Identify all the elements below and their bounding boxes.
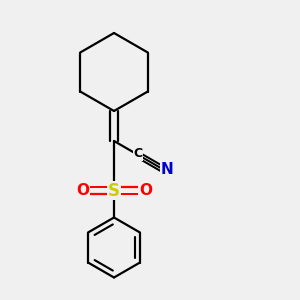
Text: O: O (76, 183, 89, 198)
Text: S: S (108, 182, 120, 200)
Text: C: C (133, 147, 142, 160)
Text: N: N (160, 162, 173, 177)
Text: O: O (139, 183, 152, 198)
